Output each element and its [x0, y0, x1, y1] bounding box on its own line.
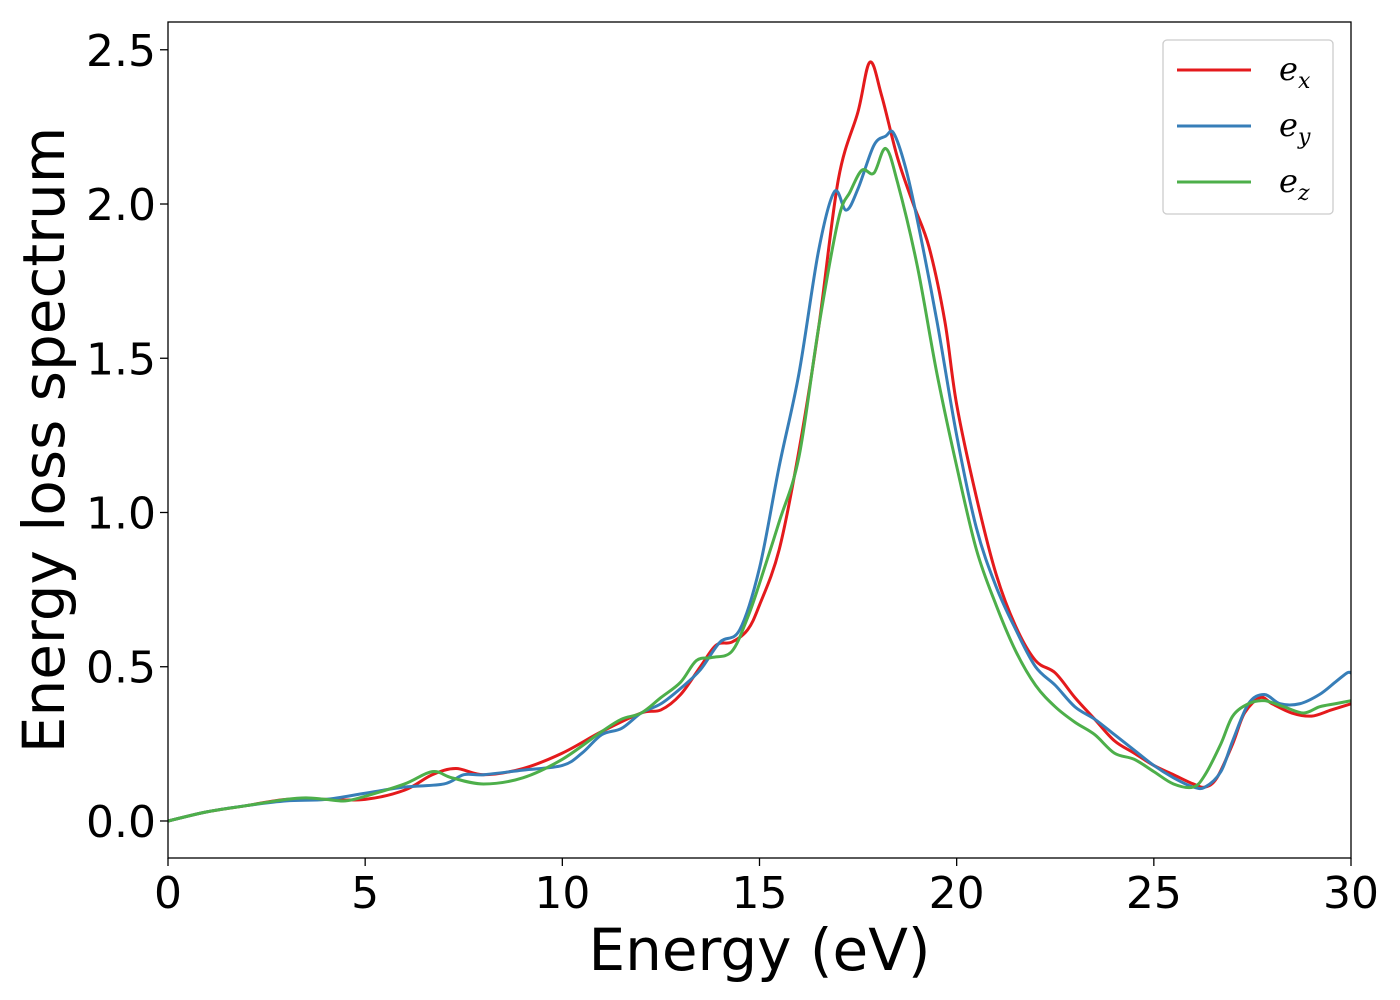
series-line-y	[168, 129, 1351, 823]
y-tick-label: 2.0	[86, 180, 156, 231]
x-tick-label: 15	[732, 868, 788, 919]
series-layer	[168, 60, 1351, 823]
x-tick-label: 0	[154, 868, 182, 919]
x-tick-label: 5	[351, 868, 379, 919]
y-tick-label: 0.5	[86, 643, 156, 694]
ticks-layer: 0 5 10 15 20 25 30 0.0 0.5 1.0 1.5 2.0 2.5	[86, 26, 1379, 919]
legend-item-x: ex	[1177, 50, 1311, 94]
x-tick-label: 20	[929, 868, 985, 919]
x-axis-label: Energy (eV)	[588, 916, 930, 984]
y-axis-label: Energy loss spectrum	[10, 127, 78, 753]
legend-label: ex	[1279, 50, 1311, 94]
series-line-z	[168, 146, 1351, 823]
y-tick-label: 0.0	[86, 797, 156, 848]
x-tick-label: 30	[1323, 868, 1379, 919]
y-tick-label: 2.5	[86, 26, 156, 77]
y-tick-label: 1.0	[86, 488, 156, 539]
y-tick-label: 1.5	[86, 334, 156, 385]
x-tick-label: 25	[1126, 868, 1182, 919]
x-tick-label: 10	[534, 868, 590, 919]
